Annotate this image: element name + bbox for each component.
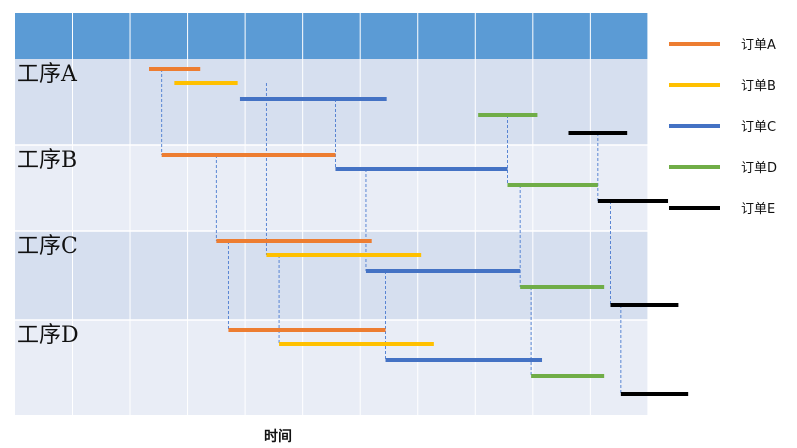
legend-label: 订单C: [741, 120, 776, 135]
legend: 订单A 订单B 订单C 订单D 订单E: [669, 38, 777, 217]
lane-label: 工序B: [17, 148, 77, 173]
lane-band: [15, 59, 648, 145]
dependency-connectors: [161, 69, 622, 394]
legend-label: 订单E: [741, 202, 775, 217]
legend-label: 订单A: [741, 38, 776, 53]
lane-band: [15, 145, 648, 231]
header-band: [15, 13, 648, 59]
lane-band: [15, 231, 648, 320]
gridlines: [15, 13, 649, 415]
task-bars: [149, 67, 689, 396]
legend-label: 订单D: [741, 161, 777, 176]
x-axis-title: 时间: [264, 428, 292, 445]
lane-band: [15, 320, 648, 415]
lane-labels: 工序A 工序B 工序C 工序D: [17, 62, 79, 348]
lane-label: 工序A: [17, 62, 78, 87]
plot-background: [15, 13, 648, 415]
lane-label: 工序C: [17, 234, 78, 259]
lane-label: 工序D: [17, 323, 79, 348]
legend-label: 订单B: [741, 79, 776, 94]
